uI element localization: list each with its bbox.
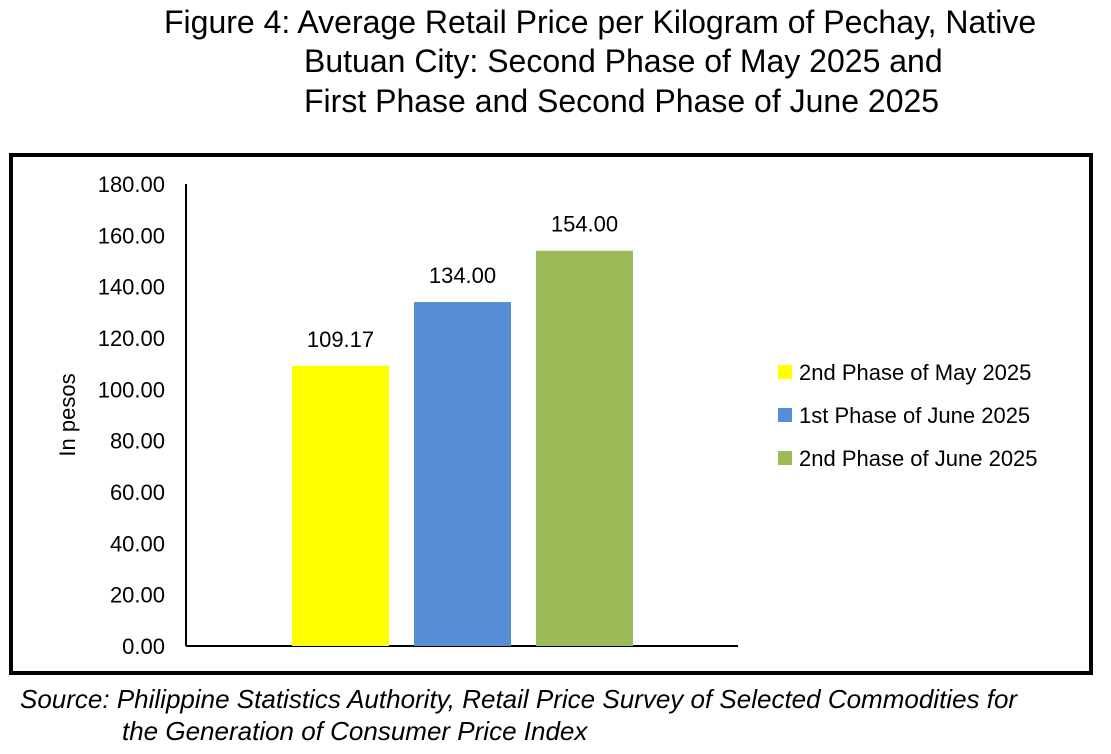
y-tick-label: 180.00: [98, 172, 165, 197]
y-axis-label: In pesos: [55, 373, 80, 456]
source-line-2: the Generation of Consumer Price Index: [122, 716, 588, 746]
data-label: 109.17: [307, 327, 374, 352]
data-label: 154.00: [551, 212, 618, 237]
legend-label: 1st Phase of June 2025: [799, 403, 1030, 428]
legend-label: 2nd Phase of May 2025: [799, 360, 1031, 385]
y-tick-label: 80.00: [110, 429, 165, 454]
chart-frame: [9, 153, 1093, 675]
source-line-1: Source: Philippine Statistics Authority,…: [20, 684, 1018, 714]
y-tick-label: 160.00: [98, 223, 165, 248]
y-tick-label: 40.00: [110, 531, 165, 556]
y-tick-label: 100.00: [98, 377, 165, 402]
legend-swatch: [778, 451, 792, 465]
title-line-3: First Phase and Second Phase of June 202…: [304, 83, 940, 119]
data-label: 134.00: [429, 263, 496, 288]
legend-label: 2nd Phase of June 2025: [799, 446, 1038, 471]
source-note: Source: Philippine Statistics Authority,…: [20, 683, 1105, 747]
y-tick-label: 140.00: [98, 275, 165, 300]
title-line-2: Butuan City: Second Phase of May 2025 an…: [304, 43, 943, 79]
y-tick-label: 120.00: [98, 326, 165, 351]
title-line-1: Figure 4: Average Retail Price per Kilog…: [164, 4, 1037, 40]
y-tick-label: 60.00: [110, 480, 165, 505]
legend-swatch: [778, 408, 792, 422]
y-tick-label: 0.00: [122, 634, 165, 659]
legend-swatch: [778, 365, 792, 379]
bar: [292, 365, 389, 646]
bar: [536, 250, 633, 646]
y-tick-label: 20.00: [110, 583, 165, 608]
bar: [414, 302, 511, 646]
